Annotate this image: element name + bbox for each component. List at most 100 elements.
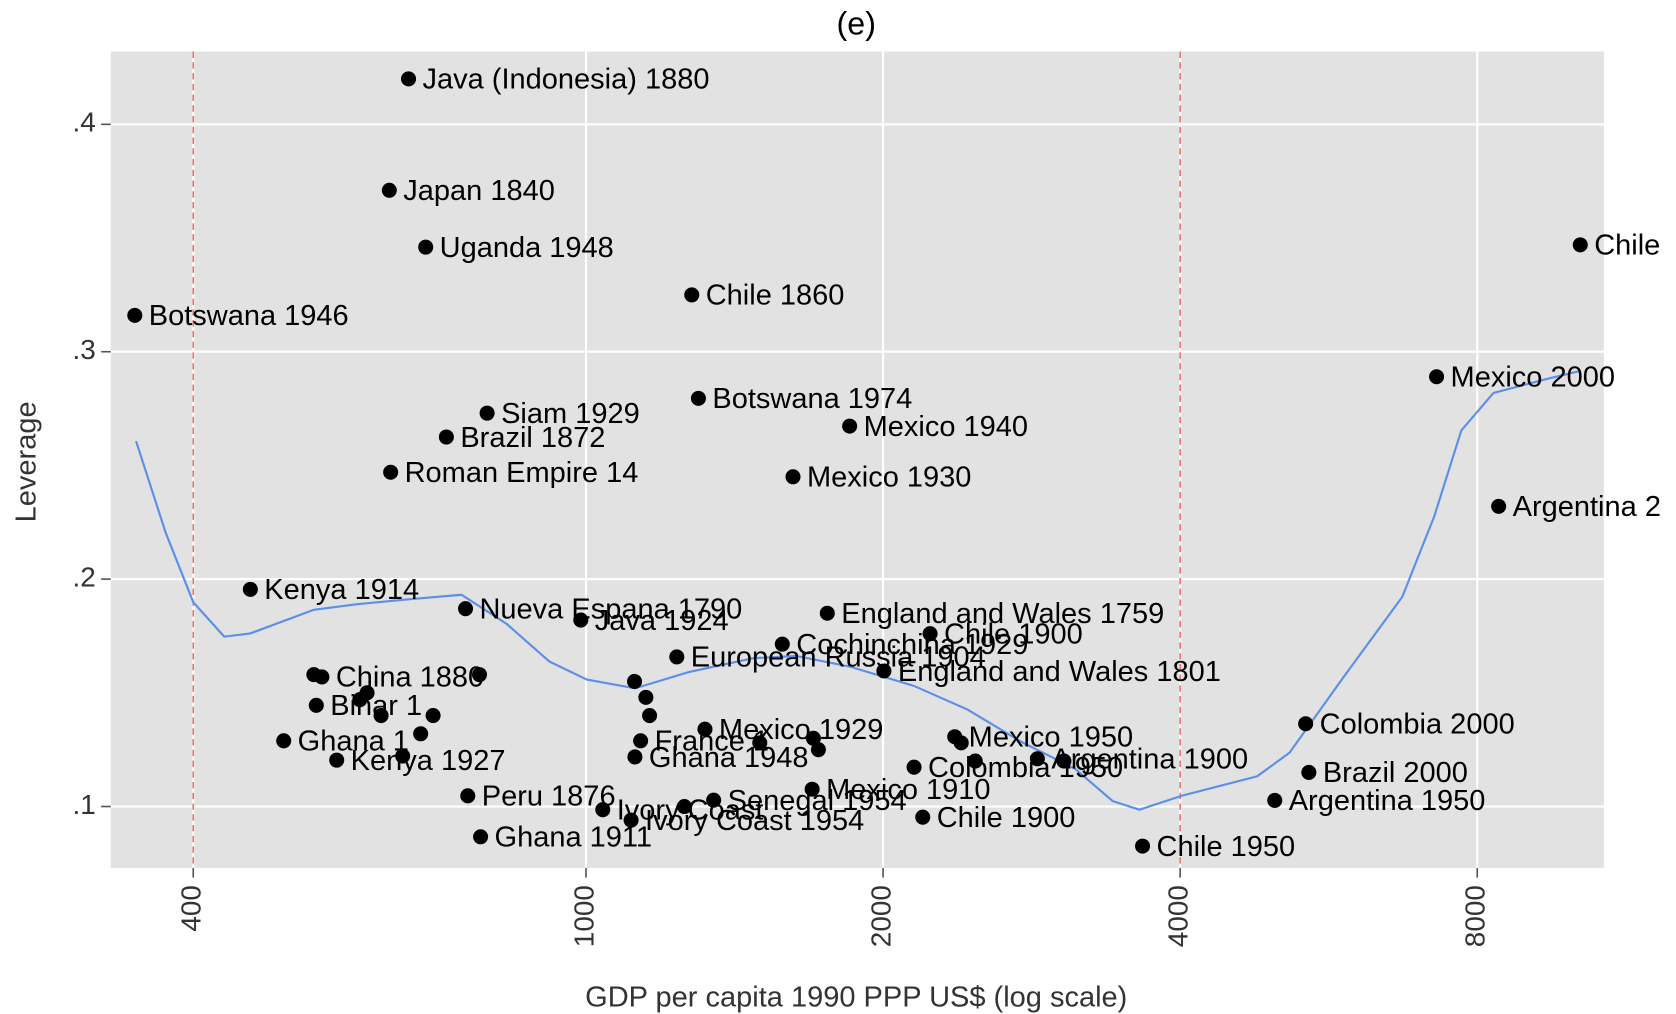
point-label: Chile 1950: [1157, 831, 1296, 863]
x-axis-label: GDP per capita 1990 PPP US$ (log scale): [585, 982, 1127, 1014]
point-label: Botswana 1946: [149, 300, 349, 332]
y-axis-label: Leverage: [11, 401, 43, 522]
point: [642, 708, 658, 724]
point: [471, 667, 488, 683]
point-label: Japan 1840: [403, 175, 555, 207]
point: [804, 781, 820, 797]
point: [684, 287, 700, 303]
point-label: Colombia 1950: [928, 752, 1123, 784]
point-label: Java 1924: [595, 605, 729, 637]
plot-area: [110, 51, 1604, 868]
point: [1267, 792, 1283, 808]
point: [306, 667, 322, 683]
point: [1301, 764, 1317, 780]
point: [329, 752, 345, 768]
point-label: Ghana 1911: [495, 822, 653, 854]
x-tick-label: 4000: [1163, 885, 1194, 947]
point: [676, 798, 692, 815]
point-label: Bihar 1: [330, 690, 422, 722]
point: [669, 649, 685, 665]
point-label: Argentina 1950: [1289, 785, 1486, 817]
point: [595, 802, 611, 818]
point-label: Ivory Coast: [617, 795, 764, 827]
point: [276, 733, 292, 749]
point-label: Cochinchina 1929: [796, 629, 1028, 661]
y-tick-label: .1: [72, 789, 95, 820]
point: [819, 605, 835, 621]
point-label: China 1880: [336, 662, 484, 694]
point: [127, 307, 143, 323]
point: [697, 721, 713, 737]
point: [460, 788, 476, 804]
point-label: Senegal 1954: [728, 785, 907, 817]
point-label: Mexico 1930: [807, 462, 971, 494]
x-tick-label: 8000: [1460, 885, 1491, 947]
point-label: Chile 1900: [937, 802, 1076, 834]
point-label: Chile: [1594, 230, 1660, 262]
point: [1298, 716, 1314, 732]
point: [623, 812, 639, 828]
point: [810, 742, 826, 758]
point: [906, 759, 922, 775]
point: [352, 692, 368, 708]
point: [1056, 753, 1072, 769]
point-label: France 1: [655, 726, 769, 758]
point-label: Ghana 1: [298, 726, 409, 758]
point-label: Mexico 1940: [864, 411, 1028, 443]
point-label: Nueva Espana 1790: [479, 593, 742, 625]
point-label: Brazil 2000: [1323, 757, 1468, 789]
point-label: Mexico 1910: [826, 774, 990, 806]
y-tick-label: .3: [72, 334, 95, 365]
point-label: Siam 1929: [501, 398, 640, 430]
point: [242, 581, 258, 597]
point-label: England and Wales 1801: [898, 656, 1221, 688]
point-label: Java (Indonesia) 1880: [422, 64, 709, 96]
point: [967, 753, 983, 769]
point: [425, 708, 441, 724]
point: [638, 689, 654, 705]
point: [395, 748, 411, 764]
point: [373, 708, 389, 724]
point: [1135, 838, 1151, 854]
point: [438, 429, 454, 445]
point: [1491, 498, 1507, 514]
point-label: Mexico 2000: [1451, 362, 1615, 394]
x-tick-label: 2000: [865, 885, 896, 947]
point-label: Botswana 1974: [712, 383, 912, 415]
point-label: Uganda 1948: [440, 232, 614, 264]
point: [690, 390, 706, 406]
point-label: Mexico 1950: [969, 722, 1133, 754]
point-label: Colombia 2000: [1320, 709, 1515, 741]
point: [383, 464, 399, 480]
point: [573, 612, 589, 628]
point: [381, 182, 397, 198]
point: [479, 405, 495, 421]
point: [627, 673, 643, 689]
point-label: Kenya 1927: [351, 745, 506, 777]
point: [627, 749, 643, 765]
y-tick-label: .4: [72, 107, 95, 138]
point: [633, 733, 649, 749]
point-label: Argentina 2: [1513, 491, 1661, 523]
point: [1429, 369, 1445, 385]
fit-line: [135, 370, 1580, 811]
point-label: Ghana 1948: [649, 742, 809, 774]
point-label: European Russia 1904: [691, 642, 986, 674]
x-tick-label: 400: [176, 885, 207, 932]
point-label: Chile 1900: [944, 619, 1083, 651]
point-label: Chile 1860: [706, 280, 845, 312]
point: [706, 792, 722, 808]
point-label: Brazil 1872: [460, 422, 605, 454]
point-label: Peru 1876: [482, 781, 616, 813]
y-tick-label: .2: [72, 561, 95, 592]
point: [473, 829, 489, 845]
point: [774, 636, 790, 652]
point: [401, 71, 417, 87]
point: [953, 735, 969, 751]
point-label: Mexico 1929: [719, 714, 883, 746]
point: [876, 663, 892, 679]
chart-title: (e): [837, 5, 876, 41]
point: [458, 601, 474, 617]
